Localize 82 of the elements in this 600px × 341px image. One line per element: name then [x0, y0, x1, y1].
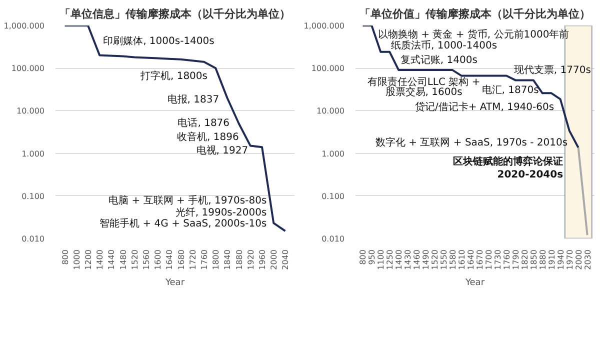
x-tick-label: 1560 [142, 250, 151, 270]
x-tick-label: 1910 [547, 250, 556, 270]
x-tick-label: 1640 [466, 250, 476, 270]
x-tick-label: 1880 [234, 250, 244, 270]
chart-title: 「单位价值」传输摩擦成本（以千分比为单位） [360, 8, 590, 20]
y-tick-label: 100.000 [311, 64, 345, 74]
x-tick-label: 1850 [529, 250, 538, 270]
y-tick-label: 1,000.000 [304, 22, 345, 30]
y-tick-label: 10.000 [316, 106, 345, 116]
annotation: 数字化 + 互联网 + SaaS, 1970s - 2010s [375, 136, 568, 149]
x-tick-label: 1520 [430, 250, 440, 270]
x-tick-label: 1680 [176, 250, 186, 270]
annotation: 贷记/借记卡+ ATM, 1940-60s [414, 100, 554, 113]
chart-title: 「单位信息」传输摩擦成本（以千分比为单位） [60, 8, 290, 20]
x-tick-label: 1610 [458, 250, 467, 270]
annotation: 智能手机 + 4G + SaaS, 2000s-10s [100, 217, 267, 230]
annotation: 以物换物 + 黄金 + 货币, 公元前1000年前 [378, 28, 570, 40]
x-tick-label: 1800 [212, 250, 221, 270]
x-tick-label: 2000 [270, 250, 279, 270]
y-tick-label: 1.000 [322, 149, 345, 158]
x-tick-label: 1440 [107, 250, 116, 270]
annotation: 有限责任公司LLC 架构 + [367, 76, 480, 88]
y-tick-label: 0.010 [322, 234, 345, 244]
x-tick-label: 1760 [200, 250, 210, 270]
x-tick-label: 2000 [574, 250, 584, 270]
x-tick-label: 1960 [258, 250, 268, 270]
x-tick-label: 2040 [281, 250, 290, 270]
annotation: 股票交易, 1600s [385, 86, 462, 98]
x-tick-label: 1480 [118, 250, 128, 270]
annotation: 打字机, 1800s [139, 70, 208, 82]
x-tick-label: 800 [358, 249, 368, 265]
annotation: 收音机, 1896 [177, 130, 239, 143]
x-tick-label: 1490 [422, 250, 431, 270]
x-tick-label: 1460 [412, 250, 422, 270]
x-tick-label: 1000 [72, 250, 82, 270]
y-tick-label: 0.100 [322, 192, 345, 201]
x-tick-label: 1520 [130, 250, 140, 270]
annotation: 复式记账, 1400s [400, 54, 478, 66]
x-tick-label: 1720 [188, 250, 198, 270]
annotation: 纸质法币, 1000-1400s [390, 40, 498, 52]
x-tick-label: 800 [60, 249, 70, 265]
annotation: 印刷媒体, 1000s-1400s [103, 35, 214, 48]
x-tick-label: 2030 [583, 250, 592, 270]
x-tick-label: 1580 [448, 250, 458, 270]
x-axis-title: Year [464, 278, 485, 288]
y-tick-label: 1.000 [22, 149, 45, 158]
y-tick-label: 100.000 [11, 64, 45, 74]
x-tick-label: 1700 [484, 250, 494, 270]
x-tick-label: 1550 [440, 250, 449, 270]
annotation: 电话, 1876 [178, 117, 230, 130]
x-tick-label: 1430 [404, 250, 413, 270]
x-tick-label: 1760 [502, 250, 512, 270]
x-tick-label: 1790 [511, 250, 520, 270]
y-tick-label: 0.010 [22, 234, 45, 244]
y-tick-label: 10.000 [16, 106, 45, 116]
x-tick-label: 1100 [376, 250, 386, 270]
annotation: 电报, 1837 [167, 94, 220, 106]
x-tick-label: 1880 [538, 250, 548, 270]
x-tick-label: 1640 [165, 250, 174, 270]
annotation: 现代支票, 1770s [514, 64, 591, 76]
band-label: 区块链赋能的博弈论保证 2020-2040s [453, 155, 564, 181]
x-tick-label: 1200 [84, 250, 93, 270]
x-tick-label: 950 [368, 249, 377, 265]
annotation: 光纤, 1990s-2000s [175, 206, 267, 218]
x-tick-label: 1940 [556, 250, 566, 270]
annotation: 电脑 + 互联网 + 手机, 1970s-80s [108, 194, 267, 206]
line-series [64, 26, 286, 232]
x-tick-label: 1600 [154, 250, 163, 270]
annotation: 电汇, 1870s [482, 84, 539, 96]
x-tick-label: 1670 [475, 250, 484, 270]
x-tick-label: 1400 [394, 250, 404, 270]
x-tick-label: 1400 [96, 250, 105, 270]
x-tick-label: 1730 [493, 250, 502, 270]
y-tick-label: 0.100 [22, 192, 45, 201]
x-tick-label: 1250 [386, 250, 395, 270]
x-axis-title: Year [164, 278, 185, 288]
y-tick-label: 1,000.000 [4, 22, 45, 30]
x-tick-label: 1970 [565, 250, 574, 270]
x-tick-label: 1920 [246, 250, 256, 270]
x-tick-label: 1820 [520, 250, 530, 270]
x-tick-label: 1840 [223, 250, 232, 270]
annotation: 电视, 1927 [196, 144, 248, 157]
